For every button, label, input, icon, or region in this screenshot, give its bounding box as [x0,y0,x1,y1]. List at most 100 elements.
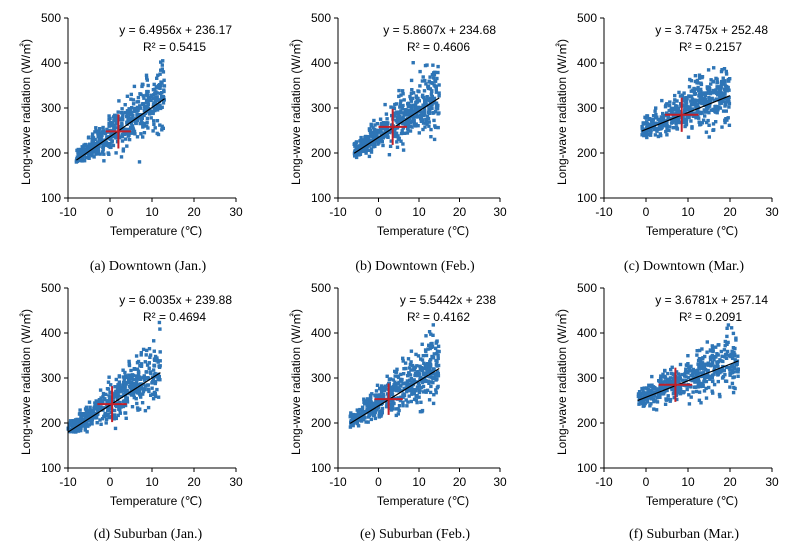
data-point [712,358,716,362]
data-point [95,421,99,425]
data-point [437,349,441,354]
data-point [153,126,157,130]
y-tick-label: 200 [311,416,331,430]
data-point [123,103,127,107]
data-point [134,354,139,358]
data-point [664,385,668,389]
data-point [100,417,105,421]
data-point [121,149,125,153]
data-point [716,360,721,364]
data-point [414,100,418,105]
data-point [421,75,425,79]
data-point [430,356,435,360]
data-point [415,106,419,110]
data-point [711,107,715,112]
data-point [723,352,728,357]
data-point [387,129,391,134]
data-point [672,101,676,106]
data-point [116,413,120,418]
data-point [713,109,717,113]
data-point [702,370,706,374]
data-point [396,134,400,138]
data-point [406,108,410,113]
data-point [398,102,402,106]
data-point [697,116,701,120]
data-point [122,392,126,396]
data-point [145,363,150,367]
data-point [160,91,164,95]
data-point [130,110,134,115]
data-point [372,118,376,123]
data-point [694,389,699,394]
data-point [152,106,157,110]
data-point [735,369,739,374]
data-point [670,387,674,392]
data-point [379,121,384,126]
data-point [410,119,415,124]
data-point [90,154,94,158]
data-point [134,107,138,111]
x-axis-title: Temperature (℃) [110,494,202,508]
data-point [723,90,727,94]
data-point [109,399,113,403]
data-point [436,125,440,130]
data-point [727,101,732,106]
data-point [683,372,687,376]
data-point [380,406,385,411]
data-point [431,76,436,80]
data-point [637,390,642,394]
data-point [114,151,118,155]
data-point [116,394,120,398]
panel-caption: (e) Suburban (Feb.) [360,527,470,542]
data-point [87,409,92,413]
data-point [72,423,76,427]
data-point [717,392,722,397]
data-point [426,116,431,121]
data-point [355,152,359,156]
data-point [150,386,154,390]
data-point [388,386,392,390]
data-point [406,113,411,117]
data-point [353,149,357,153]
data-point [101,129,106,133]
data-point [399,110,403,115]
data-point [133,132,137,136]
data-point [144,108,148,112]
data-point [672,388,676,392]
data-point [411,380,416,385]
data-point [84,405,89,409]
data-point [353,420,357,424]
data-point [657,393,661,397]
data-point [410,388,415,393]
data-point [430,89,434,93]
data-point [662,392,666,396]
data-point [418,364,422,368]
data-point [161,94,166,99]
data-point [724,379,729,383]
data-point [649,128,653,132]
data-point [694,116,698,120]
data-point [668,100,672,104]
data-point [371,410,376,414]
data-point [99,396,103,400]
data-point [352,152,357,156]
data-point [409,78,414,83]
data-point [355,140,359,144]
data-point [366,135,370,139]
data-point [156,86,160,90]
data-point [127,376,131,381]
data-point [703,354,707,359]
data-point [423,98,427,102]
data-point [102,152,106,156]
data-point [76,158,81,163]
x-tick-label: 0 [107,205,114,219]
data-point [409,107,414,111]
data-point [726,365,731,370]
data-point [685,104,689,109]
data-point [116,110,120,114]
data-point [666,394,670,398]
data-point [648,133,653,137]
data-point [79,428,83,433]
data-point [141,135,145,139]
data-point [114,131,118,136]
